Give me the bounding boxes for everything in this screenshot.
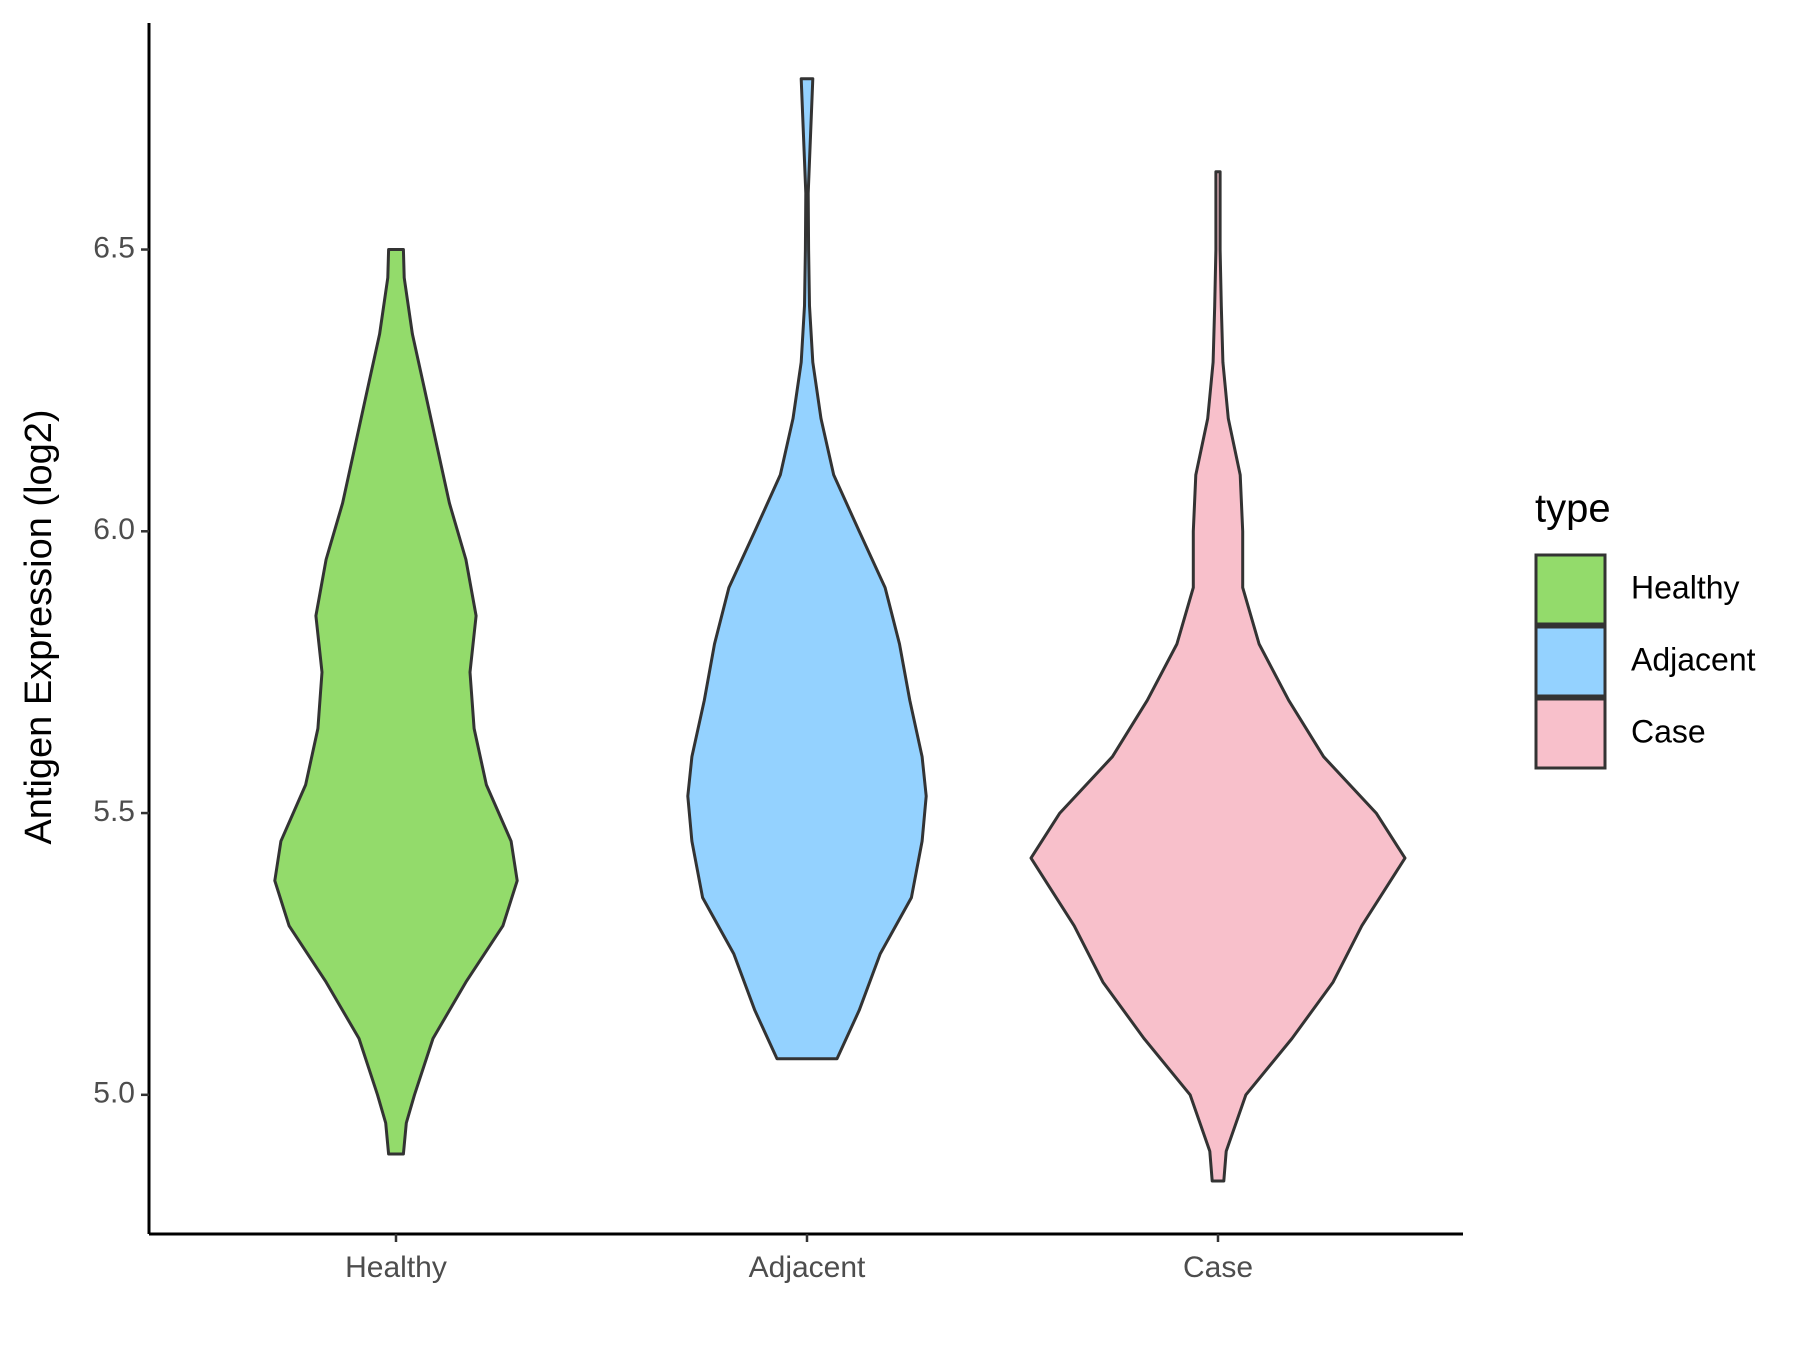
x-tick-label: Adjacent bbox=[749, 1251, 866, 1284]
legend-label: Healthy bbox=[1631, 569, 1740, 605]
y-tick-label: 5.5 bbox=[93, 795, 135, 828]
x-tick-label: Healthy bbox=[345, 1251, 447, 1284]
y-tick-label: 5.0 bbox=[93, 1077, 135, 1110]
legend-label: Case bbox=[1631, 713, 1706, 749]
violin bbox=[273, 248, 519, 1156]
legend-key bbox=[1534, 697, 1607, 770]
violin bbox=[1029, 170, 1407, 1183]
y-axis-title: Antigen Expression (log2) bbox=[18, 409, 60, 844]
legend-key bbox=[1534, 625, 1607, 698]
y-tick-label: 6.5 bbox=[93, 231, 135, 264]
violin bbox=[686, 77, 928, 1061]
x-tick-label: Case bbox=[1183, 1251, 1253, 1284]
legend-title: type bbox=[1535, 487, 1611, 531]
legend-key bbox=[1534, 553, 1607, 626]
y-tick-label: 6.0 bbox=[93, 513, 135, 546]
legend-label: Adjacent bbox=[1631, 641, 1756, 677]
